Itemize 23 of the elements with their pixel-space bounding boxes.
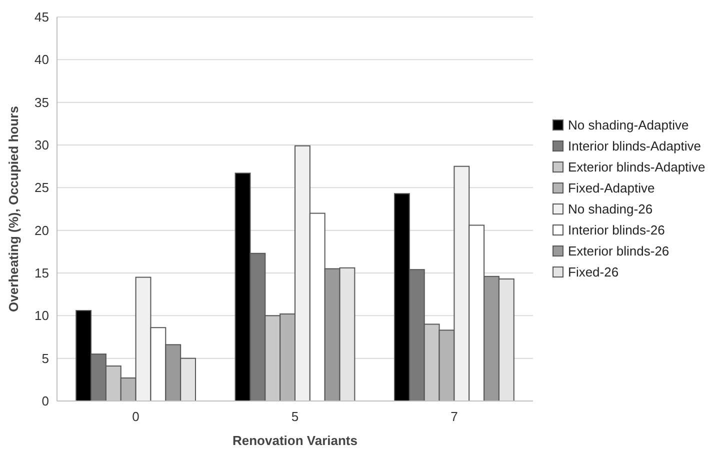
legend-label: Interior blinds-Adaptive <box>568 138 701 154</box>
legend-label: Fixed-26 <box>568 264 619 280</box>
x-tick-label: 0 <box>132 409 140 424</box>
y-axis-title: Overheating (%), Occupied hours <box>6 106 21 312</box>
legend-label: Exterior blinds-26 <box>568 244 670 259</box>
x-tick-label: 5 <box>291 409 299 424</box>
y-tick-label: 25 <box>34 180 49 196</box>
y-tick-label: 10 <box>34 308 49 324</box>
legend-label: Fixed-Adaptive <box>568 180 655 196</box>
y-tick-label: 40 <box>34 52 49 68</box>
y-tick-label: 45 <box>34 10 49 25</box>
legend-label: Exterior blinds-Adaptive <box>568 160 706 175</box>
legend-label: No shading-Adaptive <box>568 118 689 133</box>
x-axis-title: Renovation Variants <box>232 433 358 448</box>
y-tick-label: 20 <box>34 222 49 238</box>
y-tick-label: 35 <box>34 94 49 110</box>
y-tick-label: 15 <box>34 266 49 281</box>
legend-label: Interior blinds-26 <box>568 222 665 238</box>
y-tick-label: 30 <box>34 138 49 153</box>
legend-label: No shading-26 <box>568 202 653 217</box>
y-tick-label: 5 <box>42 350 49 366</box>
y-tick-label: 0 <box>42 394 49 409</box>
x-tick-label: 7 <box>450 409 458 424</box>
